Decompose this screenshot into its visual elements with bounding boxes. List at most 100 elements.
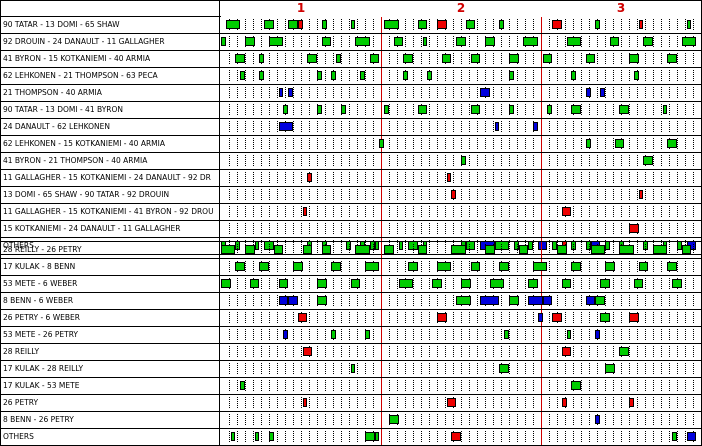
- even-strength-shift: [331, 262, 341, 271]
- minute-gridline: [517, 121, 518, 133]
- minute-gridline: [493, 346, 494, 358]
- minute-gridline: [261, 87, 262, 99]
- minute-gridline: [429, 223, 430, 235]
- minute-gridline: [349, 244, 350, 256]
- minute-gridline: [597, 104, 598, 116]
- minute-gridline: [437, 223, 438, 235]
- minute-gridline: [229, 104, 230, 116]
- minute-gridline: [245, 278, 246, 290]
- period-1-label: 1: [296, 1, 306, 15]
- minute-gridline: [581, 70, 582, 82]
- penalty-kill-shift: [543, 296, 552, 305]
- minute-gridline: [581, 206, 582, 218]
- minute-gridline: [477, 155, 478, 167]
- minute-gridline: [293, 414, 294, 426]
- minute-gridline: [573, 19, 574, 31]
- minute-gridline: [677, 138, 678, 150]
- minute-gridline: [573, 121, 574, 133]
- minute-gridline: [549, 278, 550, 290]
- minute-gridline: [621, 36, 622, 48]
- minute-gridline: [357, 104, 358, 116]
- minute-gridline: [325, 121, 326, 133]
- minute-gridline: [429, 312, 430, 324]
- power-play-shift: [629, 398, 634, 407]
- minute-gridline: [469, 312, 470, 324]
- minute-gridline: [253, 104, 254, 116]
- minute-gridline: [269, 397, 270, 409]
- minute-gridline: [253, 70, 254, 82]
- line-row: 90 TATAR - 13 DOMI - 41 BYRON: [1, 102, 702, 119]
- minute-gridline: [517, 244, 518, 256]
- minute-gridline: [309, 36, 310, 48]
- power-play-shift: [437, 20, 447, 29]
- minute-gridline: [501, 397, 502, 409]
- minute-gridline: [237, 189, 238, 201]
- minute-gridline: [261, 363, 262, 375]
- line-row: 11 GALLAGHER - 15 KOTKANIEMI - 41 BYRON …: [1, 204, 702, 221]
- even-strength-shift: [322, 20, 327, 29]
- minute-gridline: [413, 244, 414, 256]
- power-play-shift: [562, 347, 571, 356]
- minute-gridline: [565, 19, 566, 31]
- even-strength-shift: [221, 37, 226, 46]
- minute-gridline: [357, 172, 358, 184]
- minute-gridline: [285, 19, 286, 31]
- minute-gridline: [437, 53, 438, 65]
- minute-gridline: [397, 380, 398, 392]
- minute-gridline: [677, 223, 678, 235]
- minute-gridline: [277, 155, 278, 167]
- minute-gridline: [357, 223, 358, 235]
- minute-gridline: [597, 121, 598, 133]
- minute-gridline: [261, 295, 262, 307]
- minute-gridline: [613, 346, 614, 358]
- minute-gridline: [373, 121, 374, 133]
- minute-gridline: [245, 206, 246, 218]
- minute-gridline: [365, 206, 366, 218]
- minute-gridline: [485, 19, 486, 31]
- even-strength-shift: [221, 279, 231, 288]
- minute-gridline: [309, 363, 310, 375]
- minute-gridline: [605, 87, 606, 99]
- even-strength-shift: [509, 71, 514, 80]
- minute-gridline: [629, 414, 630, 426]
- minute-gridline: [365, 19, 366, 31]
- minute-gridline: [645, 414, 646, 426]
- minute-gridline: [589, 70, 590, 82]
- minute-gridline: [613, 278, 614, 290]
- minute-gridline: [501, 70, 502, 82]
- shift-track: [221, 136, 702, 152]
- minute-gridline: [637, 363, 638, 375]
- minute-gridline: [629, 36, 630, 48]
- minute-gridline: [621, 431, 622, 443]
- line-label: 53 METE - 6 WEBER: [1, 276, 220, 292]
- minute-gridline: [253, 397, 254, 409]
- minute-gridline: [261, 244, 262, 256]
- shift-track: [221, 327, 702, 343]
- minute-gridline: [589, 380, 590, 392]
- minute-gridline: [325, 172, 326, 184]
- minute-gridline: [549, 244, 550, 256]
- minute-gridline: [349, 414, 350, 426]
- minute-gridline: [341, 19, 342, 31]
- period-separator: [381, 102, 382, 118]
- minute-gridline: [557, 295, 558, 307]
- minute-gridline: [389, 138, 390, 150]
- minute-gridline: [653, 172, 654, 184]
- minute-gridline: [333, 104, 334, 116]
- minute-gridline: [269, 380, 270, 392]
- minute-gridline: [485, 363, 486, 375]
- minute-gridline: [309, 380, 310, 392]
- minute-gridline: [565, 329, 566, 341]
- minute-gridline: [597, 206, 598, 218]
- minute-gridline: [237, 363, 238, 375]
- minute-gridline: [421, 155, 422, 167]
- minute-gridline: [493, 155, 494, 167]
- minute-gridline: [517, 312, 518, 324]
- minute-gridline: [277, 312, 278, 324]
- minute-gridline: [389, 121, 390, 133]
- minute-gridline: [573, 206, 574, 218]
- minute-gridline: [501, 312, 502, 324]
- minute-gridline: [437, 87, 438, 99]
- minute-gridline: [501, 36, 502, 48]
- minute-gridline: [613, 70, 614, 82]
